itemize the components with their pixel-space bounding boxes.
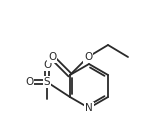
Text: N: N bbox=[85, 103, 93, 113]
Text: O: O bbox=[48, 52, 56, 62]
Text: O: O bbox=[43, 60, 51, 70]
Text: O: O bbox=[25, 77, 33, 87]
Text: S: S bbox=[44, 77, 50, 87]
Text: O: O bbox=[84, 52, 92, 62]
